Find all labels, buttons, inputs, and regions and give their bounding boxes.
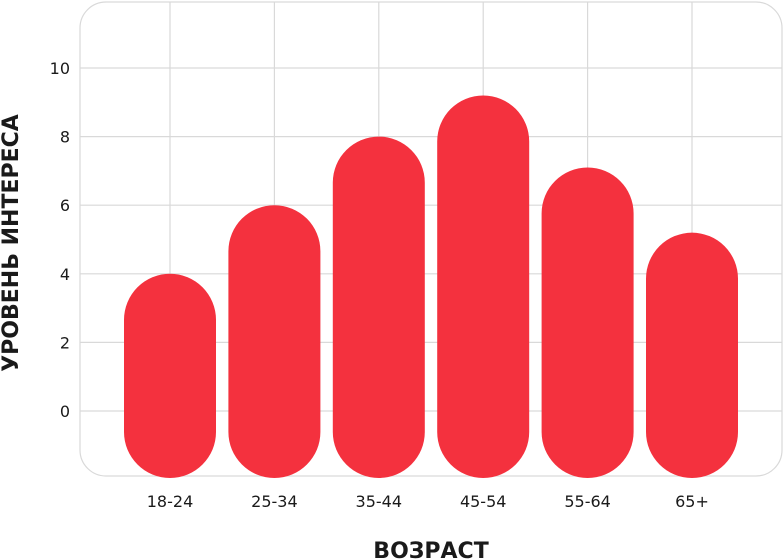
y-tick-label: 8 <box>60 128 70 147</box>
bar-25-34 <box>228 205 321 479</box>
bars <box>124 95 738 479</box>
x-tick-label: 65+ <box>675 492 709 511</box>
y-tick-label: 6 <box>60 196 70 215</box>
x-tick-label: 55-64 <box>564 492 611 511</box>
x-axis-title: ВОЗРАСТ <box>373 539 488 560</box>
bar-65+ <box>646 232 738 478</box>
x-tick-label: 35-44 <box>356 492 403 511</box>
x-tick-label: 25-34 <box>251 492 298 511</box>
bar-18-24 <box>124 273 216 478</box>
y-axis-title: УРОВЕНЬ ИНТЕРЕСА <box>0 114 24 372</box>
x-tick-label: 18-24 <box>147 492 194 511</box>
bar-55-64 <box>541 167 634 479</box>
bar-45-54 <box>437 95 530 479</box>
x-tick-labels: 18-24 25-34 35-44 45-54 55-64 65+ <box>147 492 709 511</box>
y-tick-label: 10 <box>50 59 70 78</box>
y-tick-labels: 0 2 4 6 8 10 <box>50 59 70 421</box>
y-tick-label: 2 <box>60 333 70 352</box>
x-tick-label: 45-54 <box>460 492 507 511</box>
y-tick-label: 0 <box>60 402 70 421</box>
bar-35-44 <box>332 136 425 478</box>
y-tick-label: 4 <box>60 265 70 284</box>
